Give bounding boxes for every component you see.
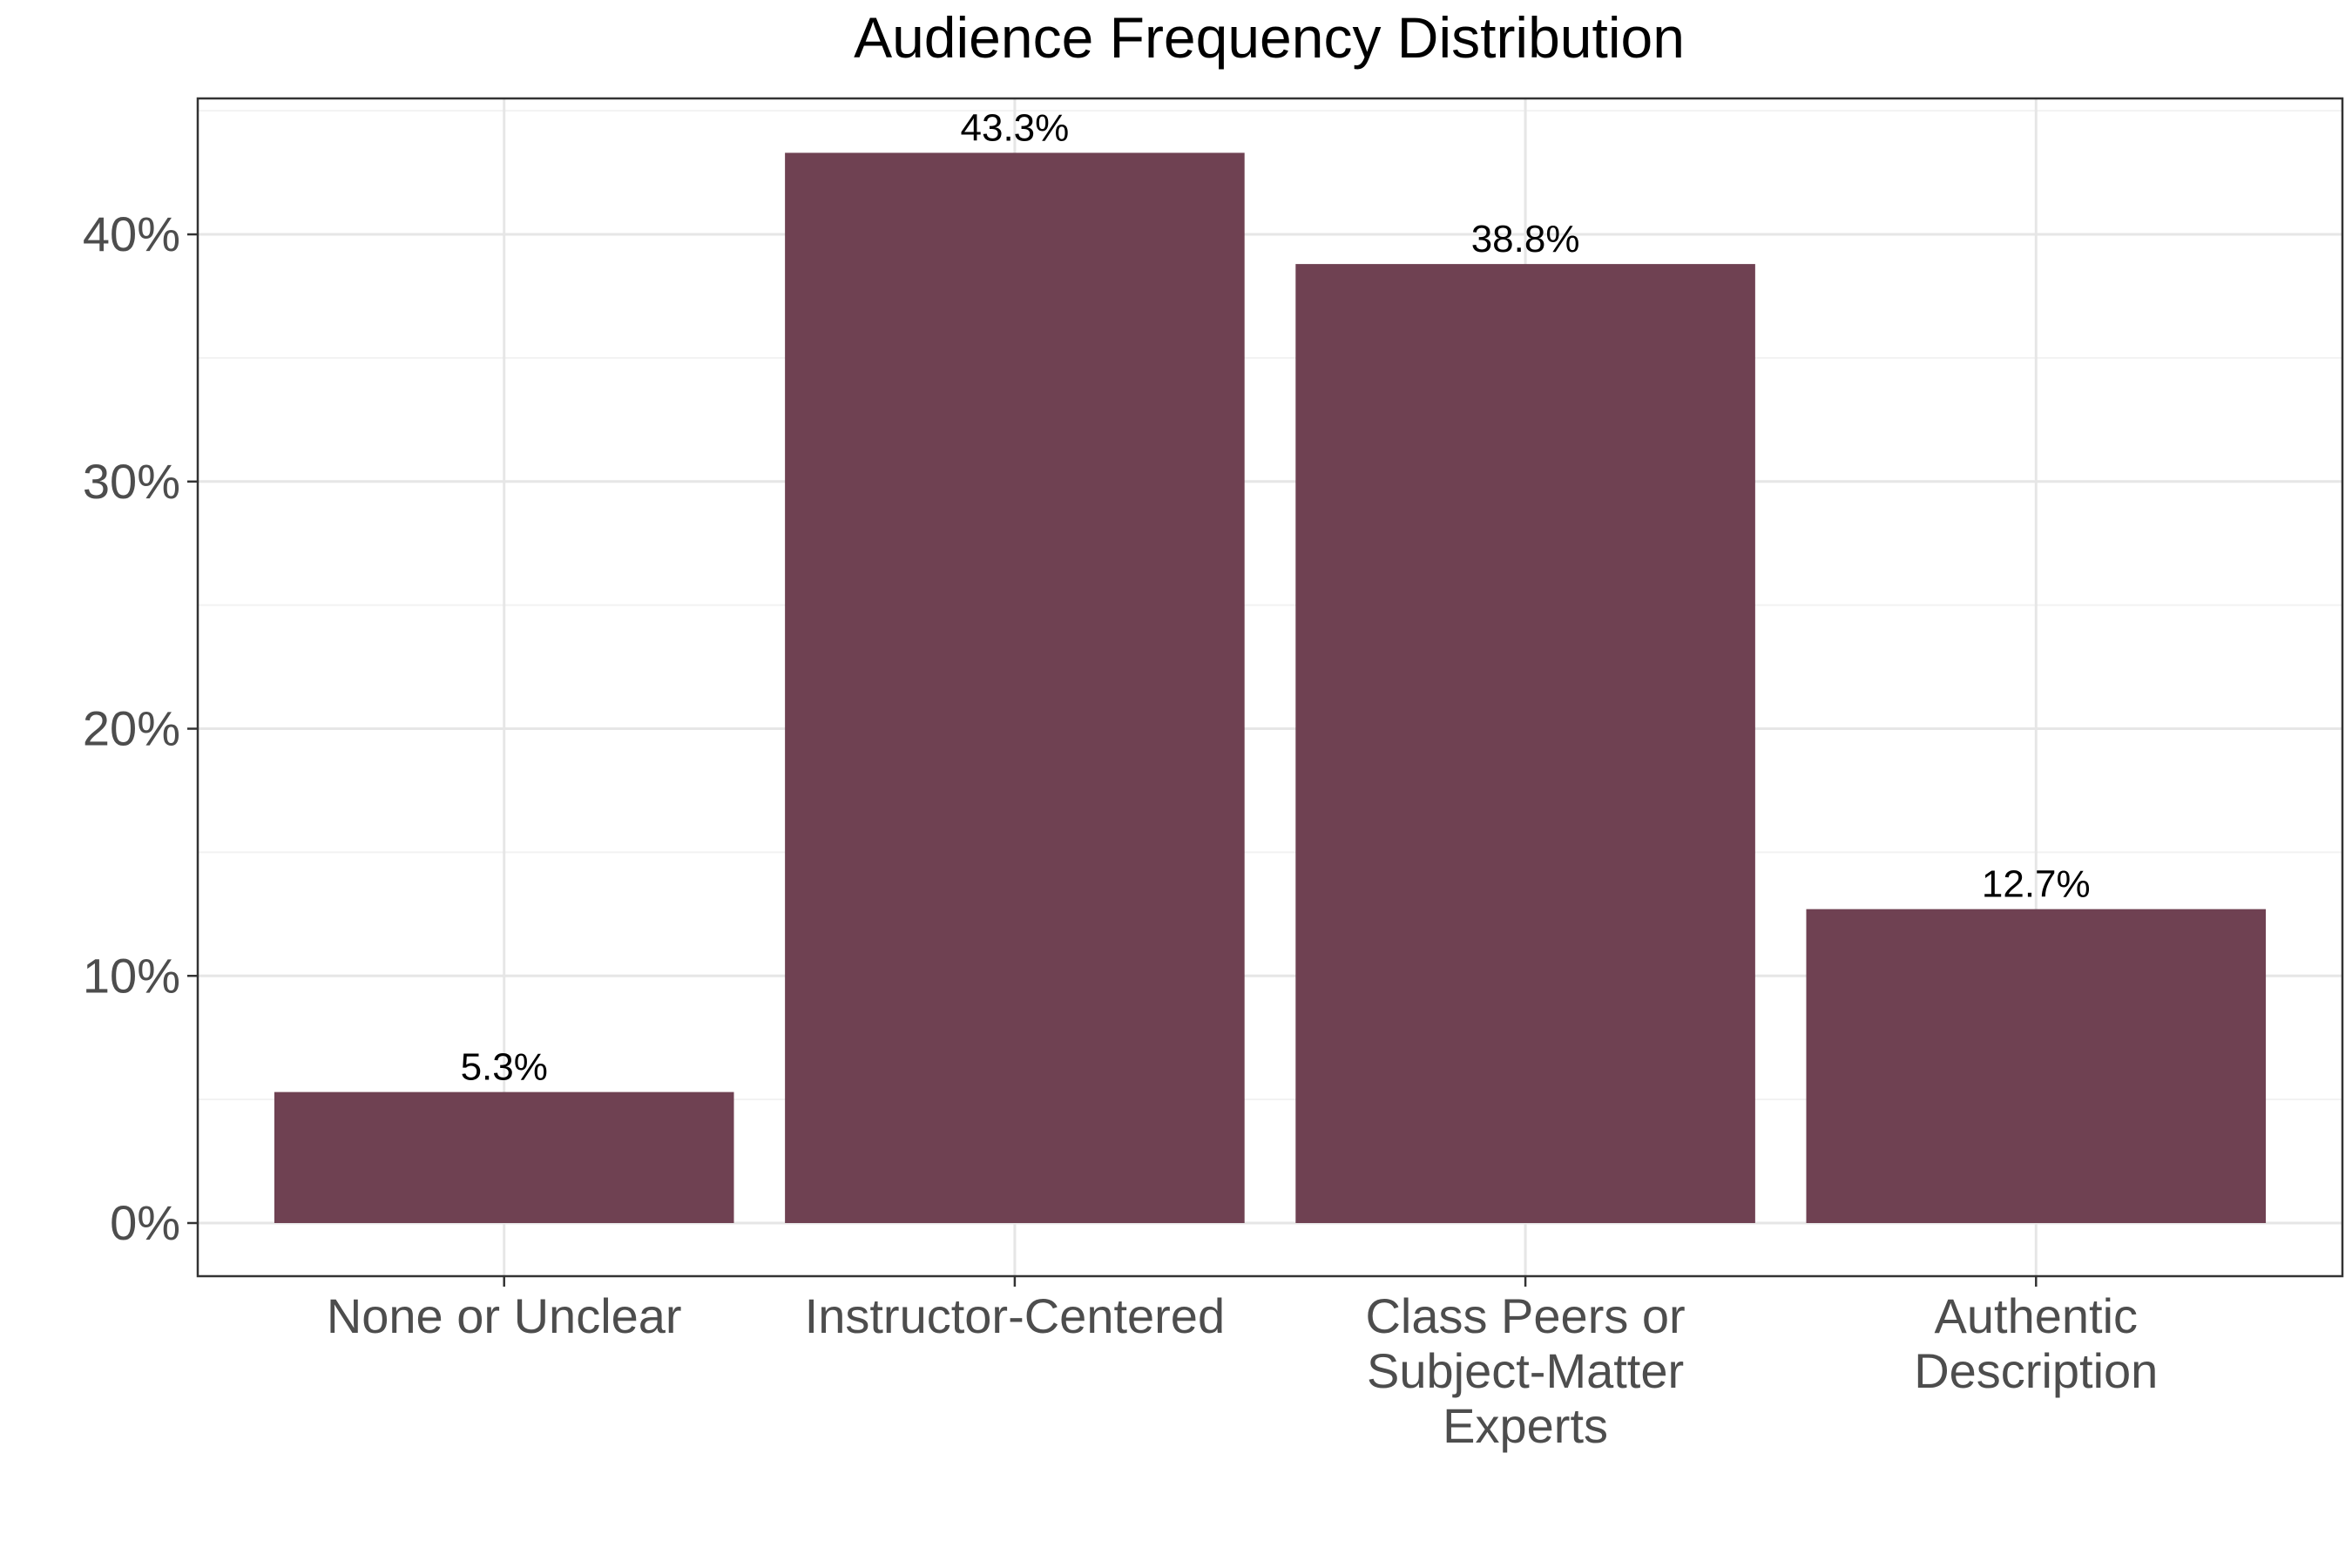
x-tick-label-line: None or Unclear [327,1288,682,1343]
plot-panel-border [196,97,2344,1278]
y-tick-label: 40% [83,206,180,261]
y-tick-label: 30% [83,454,180,509]
x-tick-label: Instructor-Centered [805,1288,1225,1343]
y-tick-label: 20% [83,701,180,756]
x-tick-label-line: Authentic [1935,1288,2139,1343]
y-axis-tick-labels: 0% 10% 20% 30% 40% [83,206,180,1250]
grid-lines [198,98,2342,1276]
bars [274,152,2267,1223]
bar-value-label: 5.3% [461,1046,548,1089]
x-tick-label-line: Class Peers or [1365,1288,1685,1343]
bar-value-labels: 5.3% 43.3% 38.8% 12.7% [461,106,2091,1088]
x-tick-label: Authentic Description [1914,1288,2158,1398]
bar-value-label: 43.3% [961,106,1070,149]
bar [1295,264,1755,1223]
x-tick-label-line: Experts [1443,1398,1608,1453]
bar [785,152,1245,1223]
x-tick-label: None or Unclear [327,1288,682,1343]
x-tick-label: Class Peers or Subject-Matter Experts [1365,1288,1685,1453]
bar [274,1092,734,1223]
bar [1806,909,2267,1223]
bar-value-label: 38.8% [1471,218,1580,260]
bar-value-label: 12.7% [1982,863,2091,906]
x-tick-label-line: Subject-Matter [1367,1343,1684,1398]
y-tick-label: 10% [83,948,180,1003]
axis-ticks [187,233,2038,1287]
y-tick-label: 0% [110,1195,180,1250]
x-tick-label-line: Instructor-Centered [805,1288,1225,1343]
x-tick-label-line: Description [1914,1343,2158,1398]
x-axis-tick-labels: None or Unclear Instructor-Centered Class … [327,1288,2159,1453]
chart-title: Audience Frequency Distribution [854,5,1685,70]
